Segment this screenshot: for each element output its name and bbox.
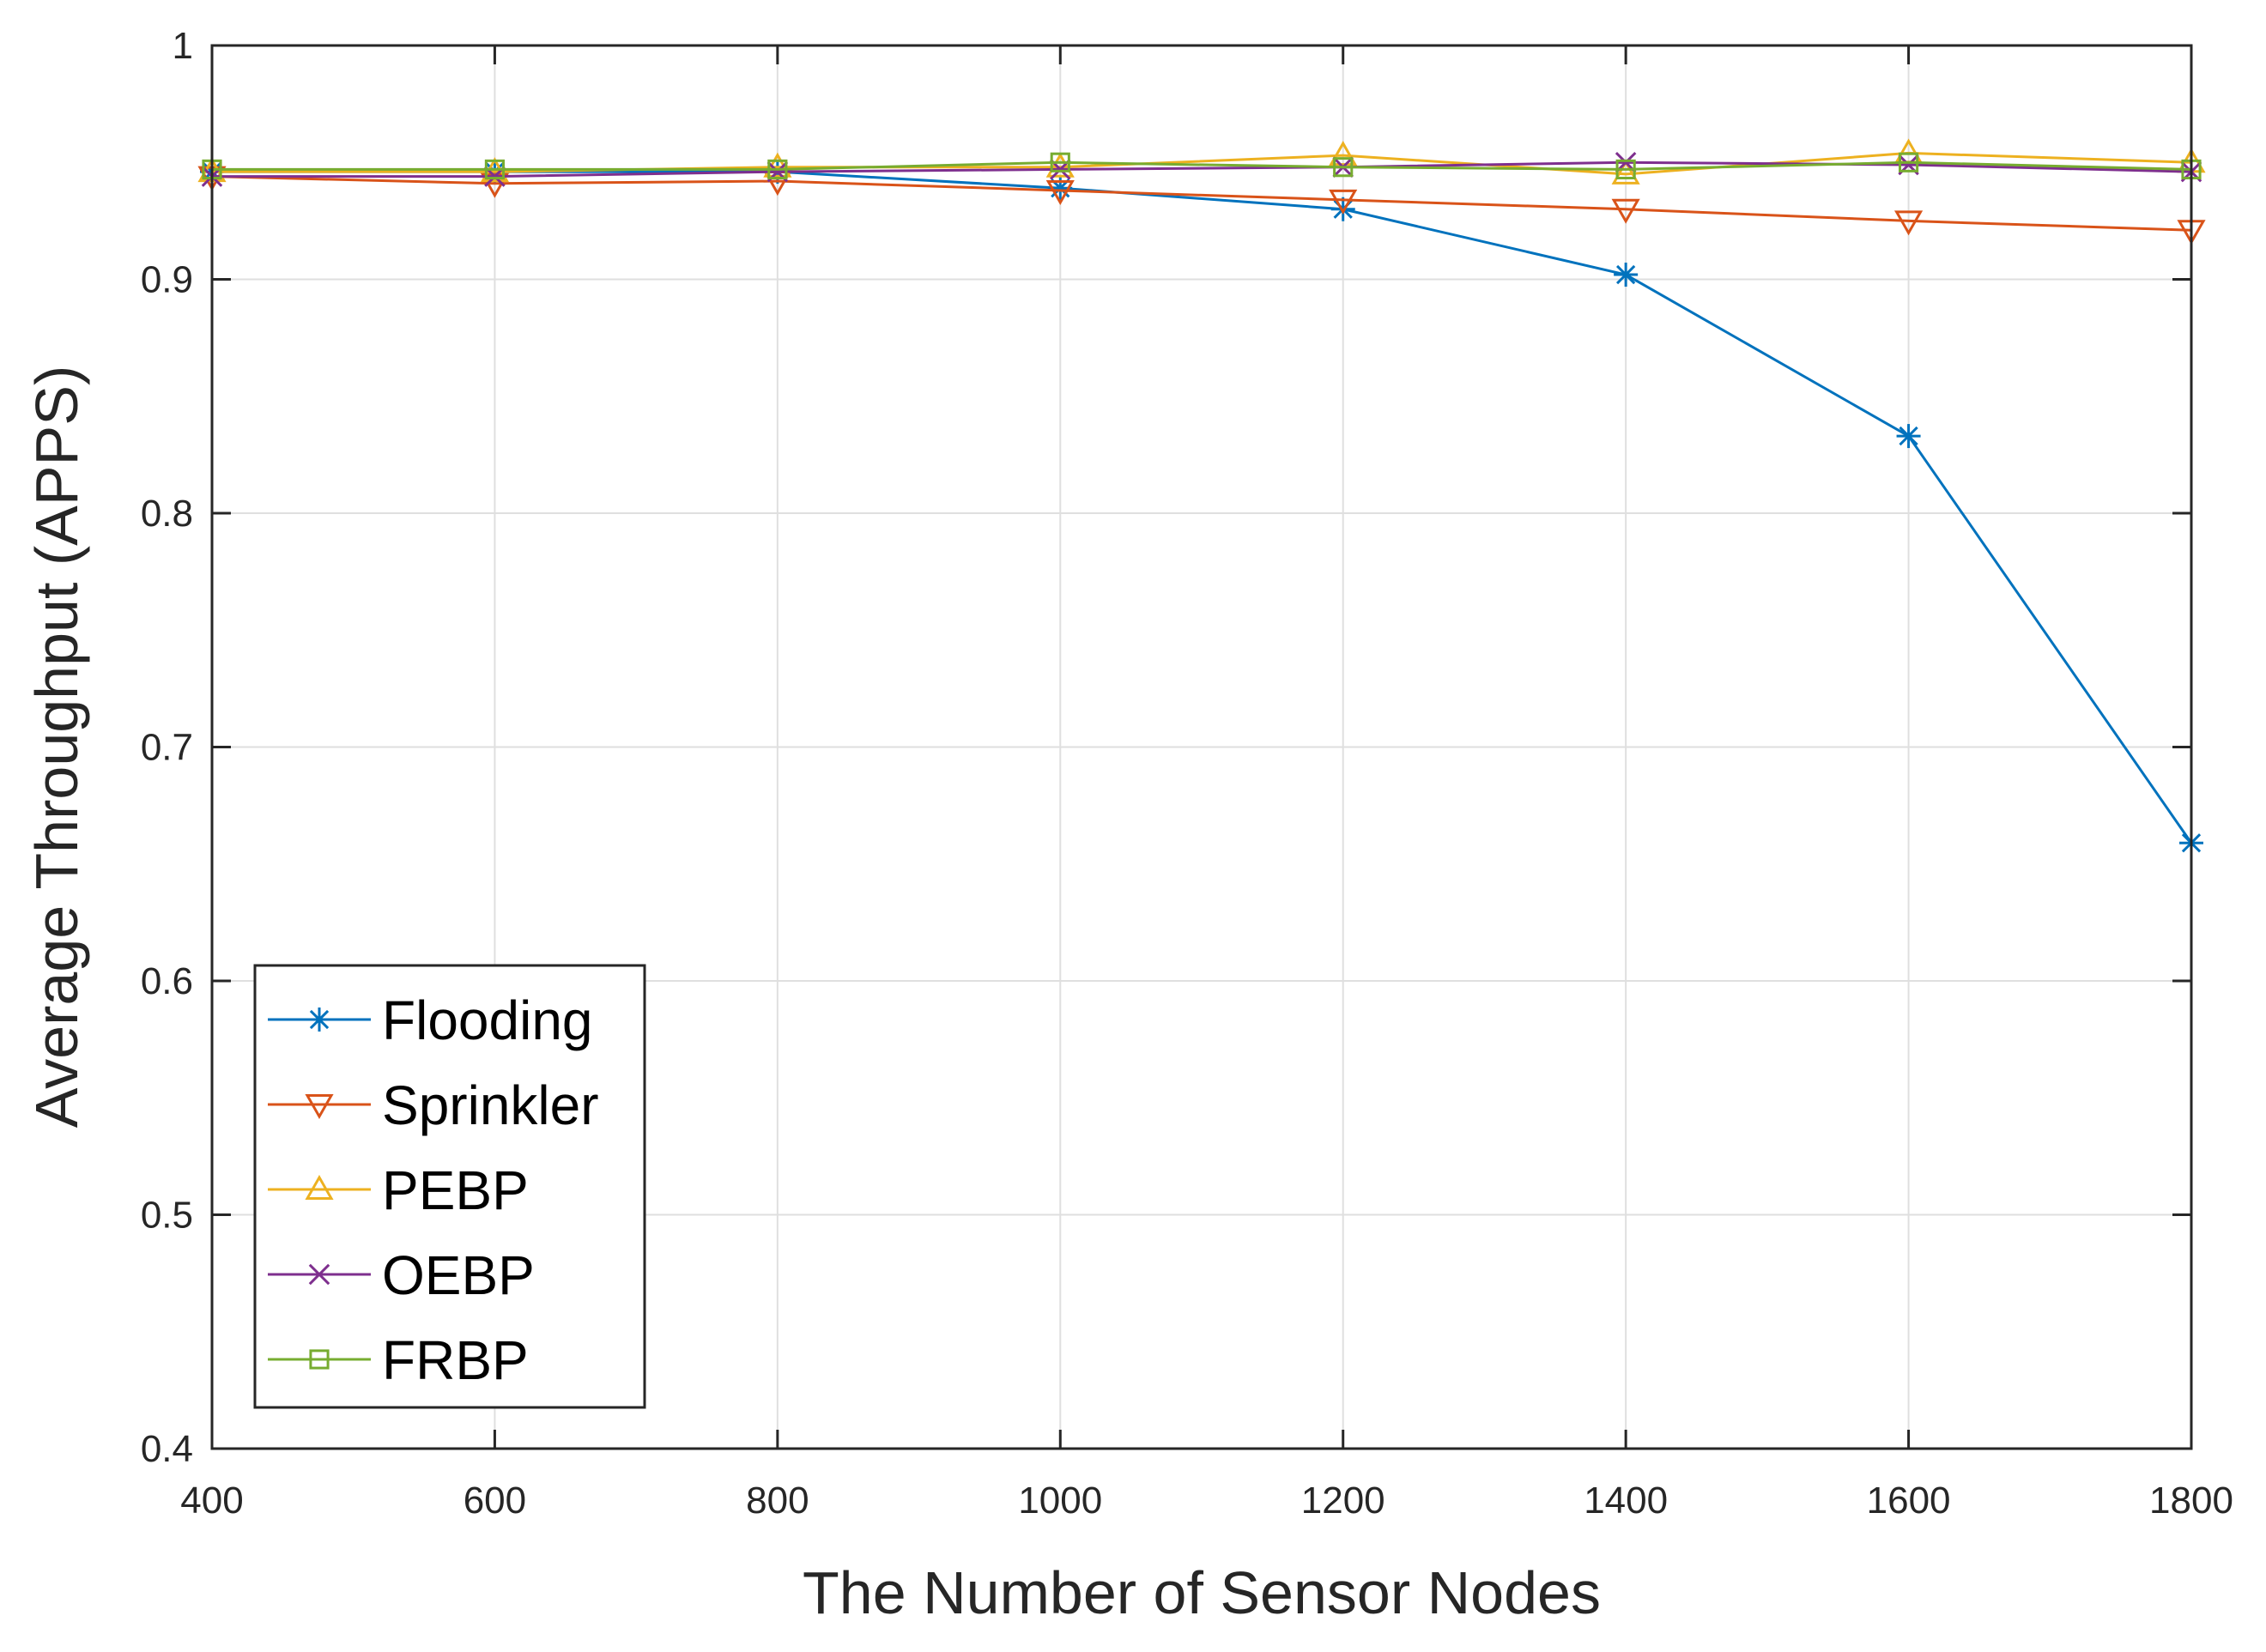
legend-item-flooding: Flooding (268, 989, 593, 1051)
pebp-point (1329, 141, 1358, 166)
x-tick-label: 1200 (1301, 1480, 1385, 1522)
y-tick-label: 0.4 (141, 1428, 193, 1470)
frbp-point (1615, 159, 1636, 180)
legend: Flooding Sprinkler PEBP OEBP FRBP (253, 964, 646, 1409)
legend-label-pebp: PEBP (382, 1159, 529, 1221)
x-tick-label: 1400 (1584, 1480, 1668, 1522)
frbp-point (1050, 152, 1070, 172)
sprinkler-point (1611, 198, 1640, 224)
legend-item-frbp: FRBP (268, 1329, 529, 1391)
legend-box (253, 964, 646, 1409)
legend-marker-frbp (309, 1349, 330, 1370)
legend-label-sprinkler: Sprinkler (382, 1074, 599, 1136)
pebp-point (1611, 159, 1640, 185)
flooding-point (1896, 424, 1921, 449)
frbp-point (1333, 157, 1354, 178)
legend-marker-sprinkler (305, 1094, 334, 1120)
x-tick-label: 1000 (1018, 1480, 1102, 1522)
frbp-line (212, 160, 2192, 171)
frbp-point (484, 159, 506, 180)
sprinkler-line (211, 175, 2192, 232)
y-axis-title: Average Throughput (APPS) (23, 366, 90, 1129)
y-tick-label: 0.9 (141, 259, 193, 301)
x-axis-title: The Number of Sensor Nodes (803, 1559, 1601, 1626)
legend-item-sprinkler: Sprinkler (268, 1074, 599, 1136)
sprinkler-point (1045, 179, 1075, 205)
legend-label-frbp: FRBP (382, 1329, 529, 1391)
sprinkler-point (1893, 210, 1924, 236)
legend-item-oebp: OEBP (268, 1244, 535, 1306)
legend-item-pebp: PEBP (268, 1159, 529, 1221)
x-tick-label: 600 (464, 1480, 526, 1522)
x-tick-label: 1800 (2149, 1480, 2233, 1522)
y-tick-label: 0.7 (141, 727, 193, 769)
legend-label-flooding: Flooding (382, 989, 593, 1051)
y-tick-label: 0.5 (141, 1195, 193, 1237)
pebp-point (1045, 152, 1075, 178)
series-sprinkler (197, 166, 2206, 245)
asterisk-stroke (1899, 426, 1918, 446)
legend-marker-oebp (308, 1263, 330, 1286)
x-stroke (308, 1263, 330, 1286)
pebp-line (212, 151, 2192, 176)
frbp-point (767, 159, 788, 180)
y-tick-label: 0.8 (141, 493, 193, 535)
x-tick-label: 1600 (1867, 1480, 1951, 1522)
y-tick-label: 1 (173, 25, 193, 67)
y-tick-label: 0.6 (141, 960, 193, 1002)
asterisk-stroke (309, 1009, 330, 1030)
frbp-point (1898, 152, 1919, 172)
flooding-point (1614, 263, 1639, 287)
asterisk-stroke (1616, 264, 1636, 285)
sprinkler-point (1329, 189, 1358, 215)
legend-marker-pebp (305, 1174, 334, 1200)
x-tick-label: 400 (180, 1480, 243, 1522)
x-tick-label: 800 (746, 1480, 809, 1522)
legend-marker-flooding (307, 1008, 331, 1032)
legend-label-oebp: OEBP (382, 1244, 535, 1306)
sprinkler-point (480, 172, 510, 198)
axis-ticks: 400 600 800 1000 1200 1400 1600 1800 0.4 0.5 0.6 0.… (141, 25, 2233, 1522)
